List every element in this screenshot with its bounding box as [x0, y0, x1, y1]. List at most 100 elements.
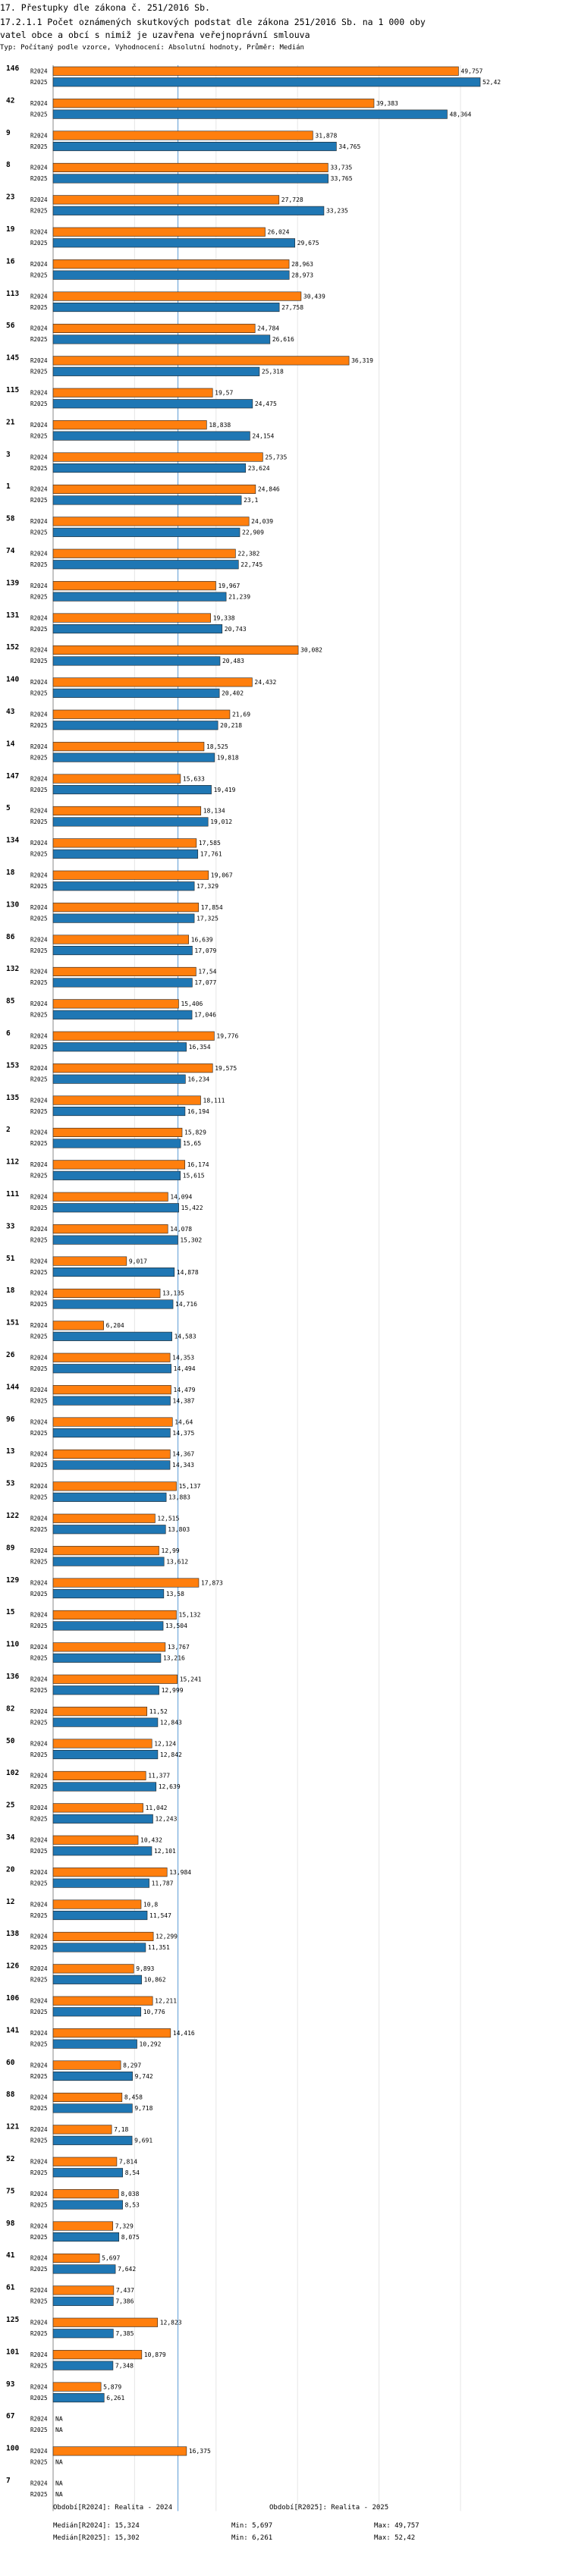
bar-r2025 [52, 1557, 165, 1566]
data-label-r2025: 24,475 [255, 401, 277, 407]
series-label: R2024 [30, 1773, 48, 1780]
data-label-r2025: 15,65 [183, 1140, 201, 1147]
bar-r2024 [52, 452, 263, 462]
data-label-r2025: 24,154 [252, 432, 274, 439]
bar-r2025 [52, 206, 325, 215]
data-label-r2024: 18,111 [203, 1097, 225, 1104]
series-label: R2024 [30, 2320, 48, 2326]
data-label-r2025: 48,364 [449, 111, 471, 118]
series-label: R2024 [30, 1033, 48, 1040]
data-label-r2024: 13,984 [169, 1869, 191, 1876]
bar-r2024 [52, 1031, 215, 1041]
group-label: 14 [6, 740, 15, 748]
bar-r2024 [52, 903, 200, 913]
bar-r2024 [52, 1160, 186, 1170]
group-label: 138 [6, 1930, 19, 1938]
data-label-r2024: 16,639 [191, 936, 213, 943]
series-label: R2025 [30, 1526, 48, 1533]
series-label: R2024 [30, 518, 48, 525]
series-label: R2024 [30, 293, 48, 300]
series-label: R2025 [30, 754, 48, 761]
bar-r2024 [52, 1063, 213, 1073]
data-label-r2025: 23,624 [248, 465, 270, 472]
series-label: R2025 [30, 1269, 48, 1276]
series-label: R2024 [30, 2480, 48, 2487]
series-label: R2025 [30, 1334, 48, 1340]
group-label: 15 [6, 1608, 15, 1616]
data-label-r2025: 13,58 [166, 1591, 184, 1597]
data-label-r2025: 52,42 [483, 79, 501, 86]
group-label: 136 [6, 1673, 19, 1681]
bar-r2024 [52, 2092, 123, 2102]
bar-r2025 [52, 1717, 159, 1727]
data-label-r2025: 27,758 [281, 304, 303, 311]
series-label: R2025 [30, 561, 48, 568]
bar-r2025 [52, 1814, 153, 1824]
series-label: R2024 [30, 1226, 48, 1233]
bar-r2024 [52, 1931, 154, 1941]
series-label: R2024 [30, 2448, 48, 2455]
bar-r2025 [52, 1782, 157, 1792]
data-label-r2025: 15,615 [183, 1173, 205, 1180]
data-label-r2024: 19,067 [211, 872, 233, 879]
data-label-r2024: 5,879 [103, 2383, 121, 2390]
bar-r2025 [52, 2135, 133, 2145]
bar-r2024 [52, 742, 205, 752]
bar-r2024 [52, 1578, 200, 1588]
bar-r2024 [52, 548, 236, 558]
bar-r2025 [52, 302, 280, 313]
bar-r2025 [52, 1685, 159, 1695]
bar-r2025 [52, 2103, 133, 2113]
series-label: R2025 [30, 1751, 48, 1758]
bar-r2024 [52, 1224, 168, 1234]
group-label: 132 [6, 965, 19, 973]
series-label: R2024 [30, 2351, 48, 2358]
group-label: 113 [6, 290, 19, 298]
series-label: R2024 [30, 1161, 48, 1168]
group-label: 101 [6, 2348, 19, 2356]
bar-r2025 [52, 2072, 133, 2081]
series-label: R2025 [30, 1655, 48, 1662]
group-label: 18 [6, 1286, 15, 1295]
data-label-r2024: 12,99 [162, 1547, 180, 1554]
data-label-r2025: 19,012 [210, 818, 232, 825]
bar-r2024 [52, 581, 216, 591]
data-label-r2025: 12,243 [155, 1816, 177, 1823]
series-label: R2025 [30, 1173, 48, 1180]
bar-r2025 [52, 1268, 175, 1277]
bar-r2025 [52, 335, 271, 344]
series-label: R2024 [30, 1547, 48, 1554]
data-label-r2025: 17,325 [196, 915, 218, 922]
group-label: 67 [6, 2412, 14, 2420]
group-label: 152 [6, 643, 19, 652]
bar-r2025 [52, 1364, 171, 1374]
bar-r2024 [52, 999, 179, 1009]
data-label-r2024: 17,854 [201, 904, 223, 911]
data-label-r2025: NA [55, 2459, 63, 2466]
data-label-r2024: 16,174 [187, 1161, 209, 1168]
series-label: R2024 [30, 1965, 48, 1972]
series-label: R2024 [30, 132, 48, 139]
series-label: R2025 [30, 432, 48, 439]
data-label-r2024: 24,432 [254, 679, 276, 686]
data-label-r2024: 9,017 [129, 1258, 147, 1264]
group-label: 106 [6, 1994, 19, 2003]
data-label-r2025: 20,743 [225, 626, 247, 633]
series-label: R2024 [30, 936, 48, 943]
bar-r2024 [52, 2125, 112, 2135]
bar-r2024 [52, 1642, 166, 1652]
series-label: R2025 [30, 1012, 48, 1019]
series-label: R2024 [30, 68, 48, 75]
data-label-r2024: 49,757 [461, 68, 483, 75]
data-label-r2024: 12,124 [154, 1740, 176, 1747]
data-label-r2024: 12,515 [157, 1516, 179, 1522]
group-label: 56 [6, 322, 15, 330]
series-label: R2024 [30, 872, 48, 879]
group-label: 9 [6, 129, 11, 137]
footer-median-r2024: Medián[R2024]: 15,324 [53, 2522, 140, 2530]
chart-subtitle-line2: vatel obce a obcí s nimiž je uzavřena ve… [0, 30, 310, 40]
bar-r2025 [52, 142, 337, 152]
data-label-r2025: 20,218 [220, 722, 242, 729]
data-label-r2025: 9,691 [134, 2138, 152, 2144]
data-label-r2025: 20,483 [222, 658, 244, 664]
